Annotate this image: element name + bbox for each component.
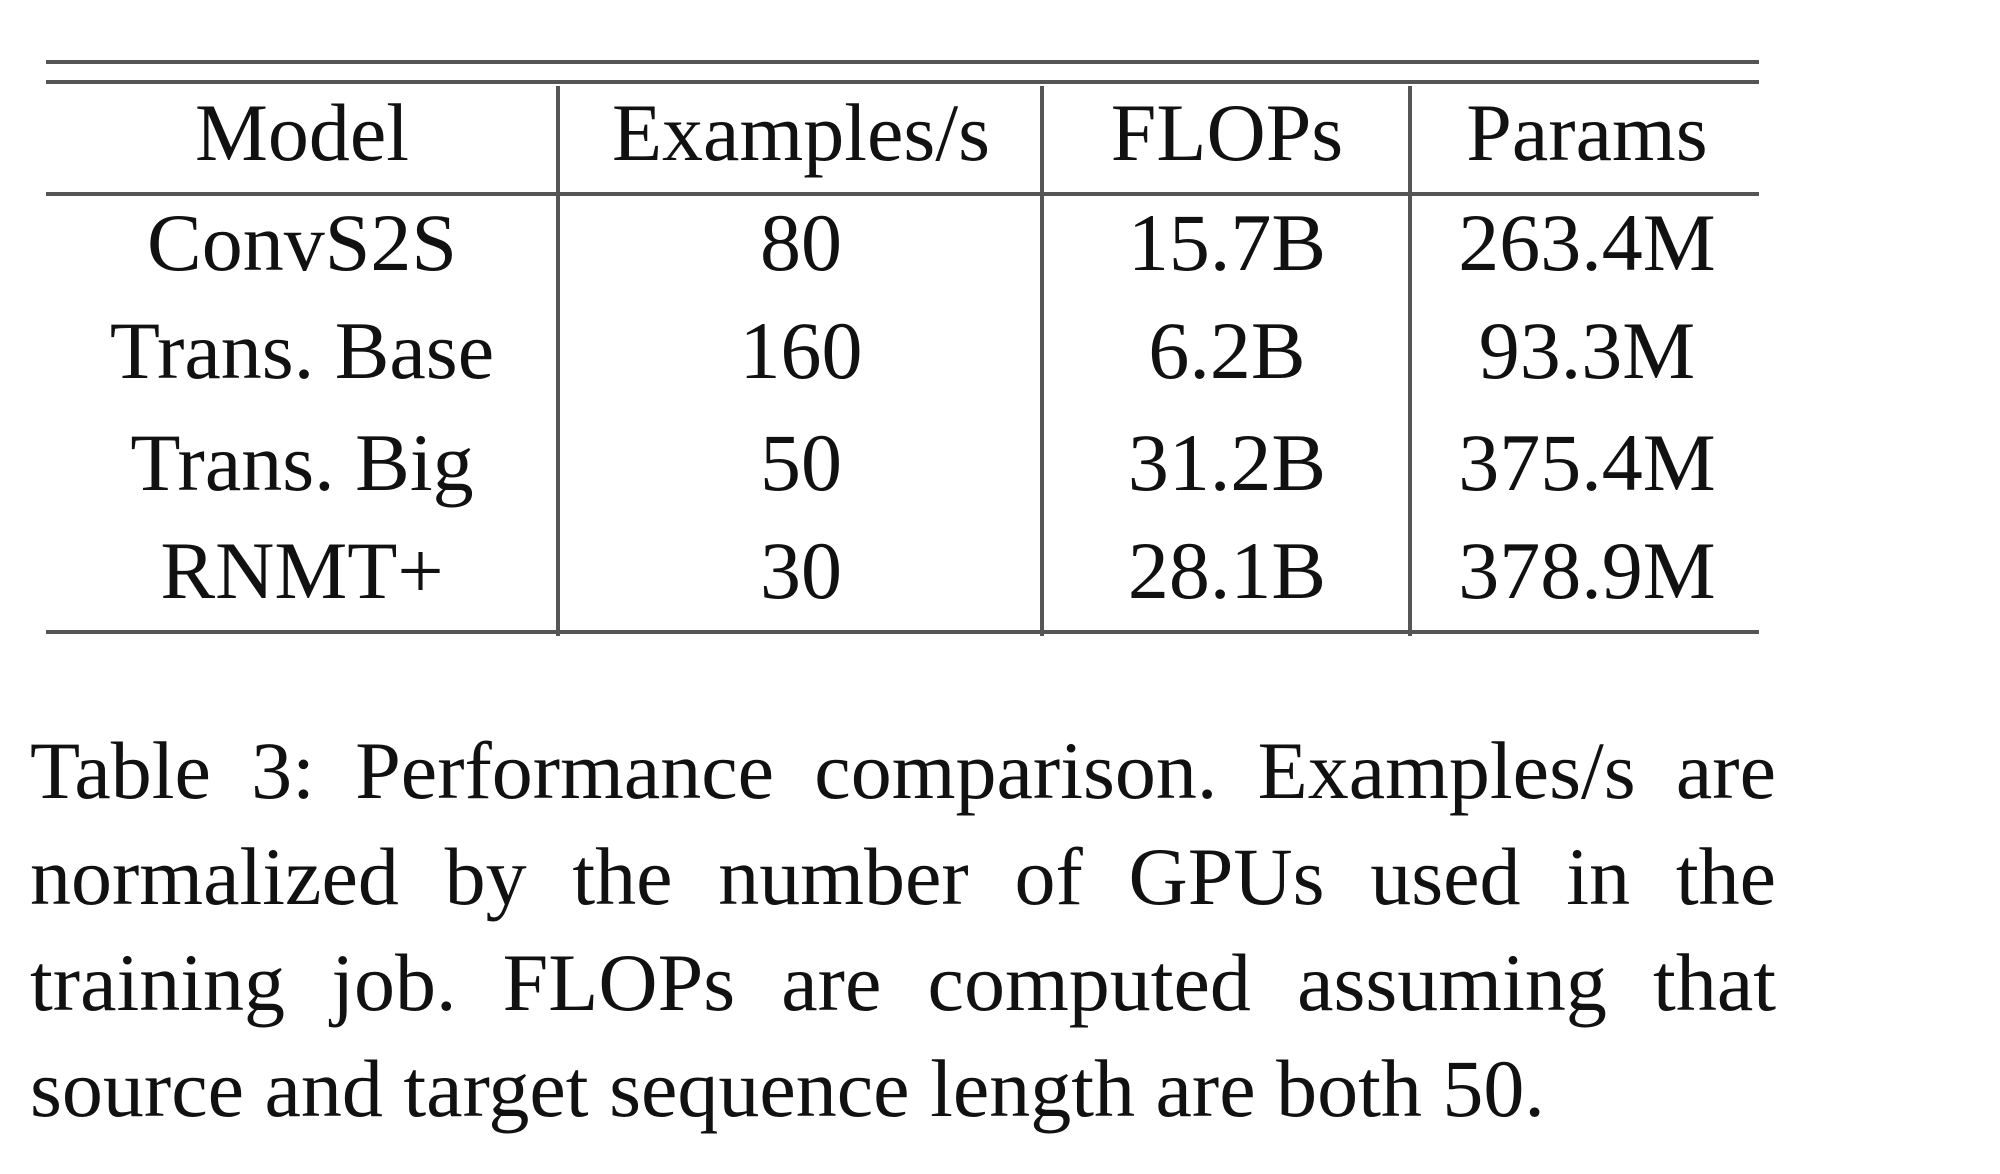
- header-flops: FLOPs: [1110, 87, 1344, 178]
- table-cell-params: 378.9M: [1458, 525, 1716, 616]
- header-rule: [46, 192, 1759, 196]
- column-divider: [1040, 86, 1044, 636]
- top-rule: [46, 60, 1759, 64]
- table-cell-examples: 50: [760, 417, 842, 508]
- table-cell-model: Trans. Base: [109, 305, 495, 396]
- table-cell-flops: 31.2B: [1127, 417, 1327, 508]
- table-cell-params: 93.3M: [1478, 305, 1696, 396]
- top-rule-inner: [46, 80, 1759, 84]
- column-divider: [1408, 86, 1412, 636]
- table-cell-model: RNMT+: [160, 525, 444, 616]
- table-cell-examples: 160: [739, 305, 863, 396]
- table-cell-flops: 6.2B: [1148, 305, 1306, 396]
- table-cell-flops: 15.7B: [1127, 197, 1327, 288]
- table-cell-examples: 30: [760, 525, 842, 616]
- table-cell-examples: 80: [760, 197, 842, 288]
- table-cell-model: ConvS2S: [147, 197, 457, 288]
- table-cell-params: 263.4M: [1458, 197, 1716, 288]
- header-model: Model: [194, 87, 410, 178]
- table-caption: Table 3: Performance comparison. Example…: [30, 725, 1776, 1134]
- table-cell-flops: 28.1B: [1127, 525, 1327, 616]
- table-cell-model: Trans. Big: [130, 417, 474, 508]
- table-cell-params: 375.4M: [1458, 417, 1716, 508]
- bottom-rule: [46, 630, 1759, 634]
- column-divider: [556, 86, 560, 636]
- header-params: Params: [1466, 87, 1708, 178]
- header-examples-per-second: Examples/s: [611, 87, 991, 178]
